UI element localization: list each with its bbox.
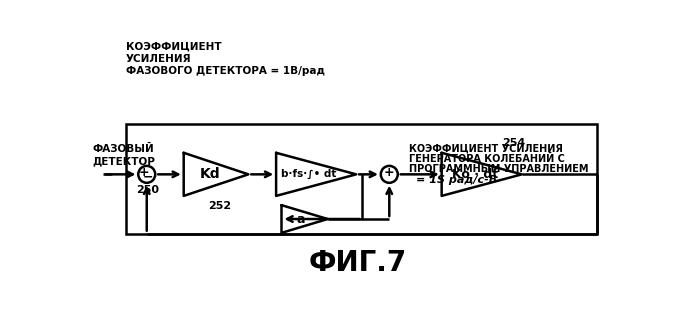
Text: ПРОГРАММНЫМ УПРАВЛЕНИЕМ: ПРОГРАММНЫМ УПРАВЛЕНИЕМ [408, 164, 588, 174]
Text: a: a [297, 213, 305, 225]
Text: ФИГ.7: ФИГ.7 [309, 249, 407, 277]
Text: 250: 250 [136, 185, 159, 195]
Text: b·fs·∫• dt: b·fs·∫• dt [281, 169, 336, 180]
Text: ГЕНЕРАТОРА КОЛЕБАНИЙ С: ГЕНЕРАТОРА КОЛЕБАНИЙ С [408, 153, 565, 164]
Text: +: + [138, 166, 149, 179]
Text: КОЭФФИЦИЕНТ
УСИЛЕНИЯ
ФАЗОВОГО ДЕТЕКТОРА = 1В/рад: КОЭФФИЦИЕНТ УСИЛЕНИЯ ФАЗОВОГО ДЕТЕКТОРА … [126, 41, 325, 76]
Text: = 1S рад/с-В: = 1S рад/с-В [416, 175, 498, 185]
Text: Kd: Kd [200, 167, 220, 182]
Text: ФАЗОВЫЙ
ДЕТЕКТОР: ФАЗОВЫЙ ДЕТЕКТОР [93, 144, 156, 166]
Text: КОЭФФИЦИЕНТ УСИЛЕНИЯ: КОЭФФИЦИЕНТ УСИЛЕНИЯ [408, 144, 563, 153]
Text: 254: 254 [503, 138, 526, 148]
Text: 252: 252 [208, 201, 232, 211]
Text: −: − [143, 171, 154, 184]
Text: +: + [384, 166, 394, 179]
Text: Ko · dt: Ko · dt [452, 168, 498, 181]
